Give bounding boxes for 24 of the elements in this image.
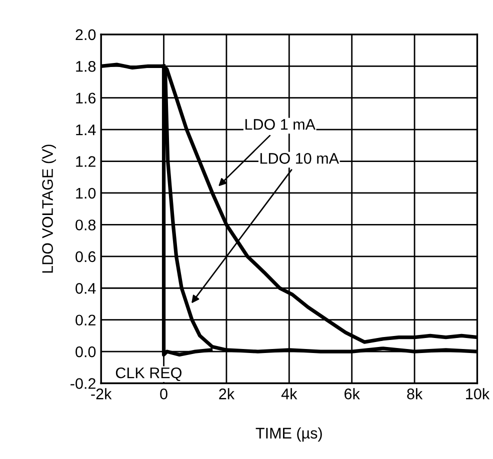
- annotation: CLK REQ: [116, 367, 182, 382]
- x-tick-label: 0: [160, 388, 168, 400]
- x-tick-label: 2k: [219, 388, 235, 400]
- x-tick-label: 8k: [407, 388, 423, 400]
- y-tick-label: 0.0: [76, 346, 96, 358]
- y-tick-label: 0.6: [76, 251, 96, 262]
- y-axis-title: LDO VOLTAGE (V): [42, 144, 56, 273]
- y-tick-label: 0.8: [76, 220, 96, 230]
- x-tick-label: -2k: [91, 388, 112, 400]
- y-tick-label: 1.4: [76, 124, 96, 136]
- annotation: LDO 1 mA: [245, 119, 316, 130]
- x-tick-label: 6k: [344, 388, 360, 400]
- y-tick-label: 2.0: [76, 29, 96, 40]
- y-tick-label: 1.6: [76, 92, 96, 104]
- x-tick-label: 10k: [466, 388, 490, 400]
- y-tick-label: -0.2: [70, 378, 96, 389]
- y-tick-label: 1.2: [76, 156, 96, 167]
- x-axis-title: TIME (µs): [256, 427, 322, 442]
- annotation: LDO 10 mA: [260, 153, 340, 164]
- y-tick-label: 0.4: [76, 282, 96, 294]
- y-tick-label: 1.8: [76, 61, 96, 72]
- x-tick-label: 4k: [281, 388, 298, 400]
- y-tick-label: 1.0: [76, 188, 96, 199]
- y-tick-label: 0.2: [76, 314, 96, 326]
